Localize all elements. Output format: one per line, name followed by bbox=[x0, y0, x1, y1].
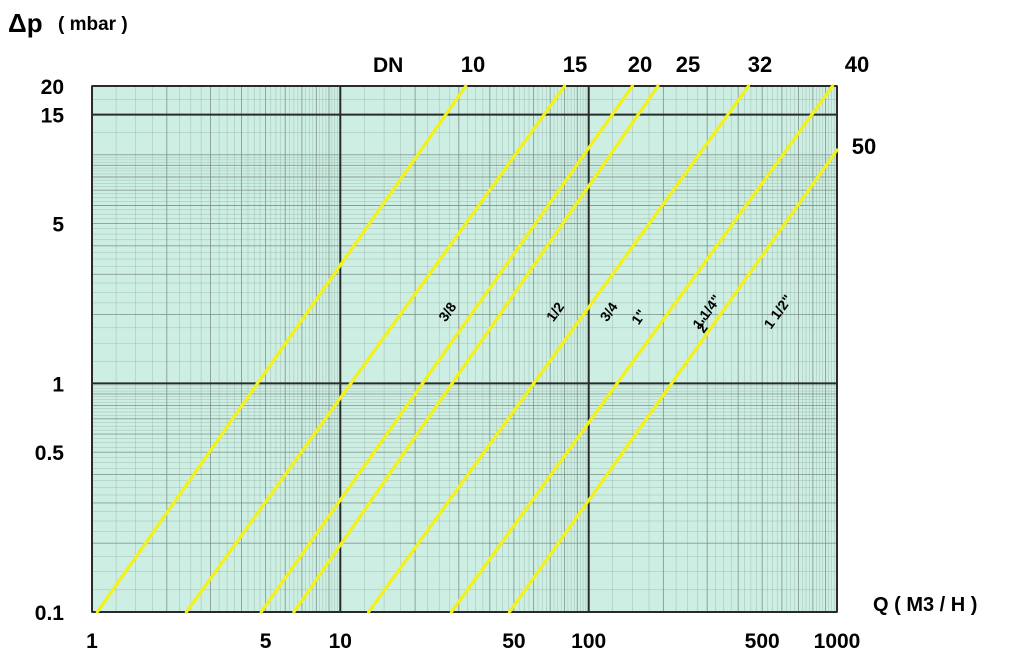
y-tick-label: 20 bbox=[41, 76, 64, 99]
x-tick-label: 1000 bbox=[814, 630, 861, 653]
dn-label-10: 10 bbox=[461, 52, 485, 77]
series-line bbox=[95, 84, 468, 614]
series-line bbox=[292, 84, 660, 614]
series-line bbox=[367, 84, 751, 614]
x-tick-label: 10 bbox=[329, 630, 352, 653]
x-tick-label: 100 bbox=[571, 630, 606, 653]
x-axis-label: Q ( M3 / H ) bbox=[873, 594, 977, 616]
y-tick-label: 0.1 bbox=[35, 602, 65, 625]
series-lines bbox=[95, 84, 839, 614]
y-tick-label: 1 bbox=[52, 373, 64, 396]
x-tick-label: 5 bbox=[260, 630, 272, 653]
dn-label-32: 32 bbox=[748, 52, 772, 77]
y-axis-unit: ( mbar ) bbox=[58, 14, 128, 35]
plot-area bbox=[92, 86, 837, 612]
x-tick-label: 500 bbox=[745, 630, 780, 653]
plot-background bbox=[92, 86, 837, 612]
series-line bbox=[259, 84, 635, 614]
dn-label-15: 15 bbox=[563, 52, 587, 77]
dn-label-50: 50 bbox=[852, 134, 876, 159]
dn-label: DN bbox=[373, 54, 403, 77]
y-tick-label: 0.5 bbox=[35, 442, 65, 465]
series-line bbox=[507, 148, 839, 614]
dn-labels: 10 15 20 25 32 40 50 bbox=[461, 52, 876, 159]
series-line bbox=[449, 84, 835, 614]
y-axis-symbol: Δp bbox=[8, 8, 43, 38]
y-tick-label: 15 bbox=[41, 105, 65, 128]
y-tick-label: 5 bbox=[52, 214, 64, 237]
dn-label-20: 20 bbox=[628, 52, 652, 77]
x-tick-label: 50 bbox=[502, 630, 525, 653]
dn-label-40: 40 bbox=[845, 52, 869, 77]
x-tick-label: 1 bbox=[86, 630, 98, 653]
major-grid bbox=[91, 85, 838, 613]
series-line bbox=[184, 84, 567, 614]
dn-label-25: 25 bbox=[676, 52, 700, 77]
x-tick-labels: 1 5 10 50 100 500 1000 bbox=[86, 630, 860, 653]
